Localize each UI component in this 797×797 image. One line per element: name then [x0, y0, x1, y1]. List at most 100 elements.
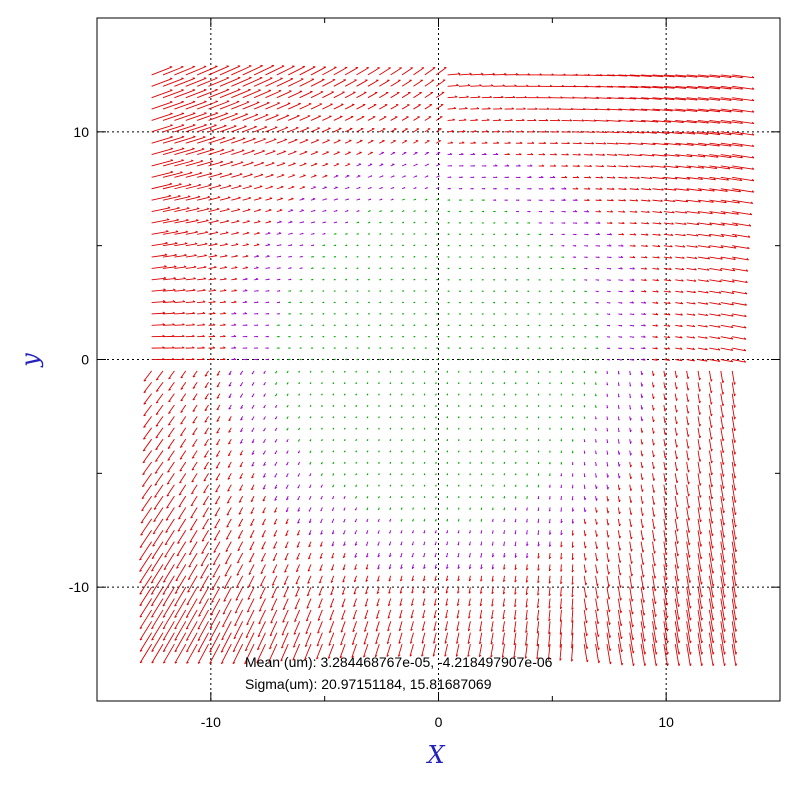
vector-arrow — [514, 609, 517, 620]
vector-arrow — [560, 473, 562, 477]
vector-arrow — [640, 439, 644, 445]
vector-arrow — [503, 507, 505, 511]
vector-arrow — [390, 244, 393, 247]
vector-arrow — [139, 632, 153, 652]
vector-arrow — [571, 575, 574, 585]
vector-arrow — [333, 324, 336, 326]
vector-arrow — [595, 347, 599, 350]
vector-arrow — [503, 484, 505, 487]
sigma-label: Sigma(um): — [245, 676, 317, 692]
vector-arrow — [379, 151, 385, 156]
vector-arrow — [732, 279, 748, 283]
vector-arrow — [595, 507, 598, 513]
vector-arrow — [470, 118, 478, 121]
vector-arrow — [436, 347, 439, 349]
vector-arrow — [143, 381, 152, 394]
vector-arrow — [424, 221, 427, 224]
vector-arrow — [174, 609, 187, 630]
vector-arrow — [731, 461, 737, 479]
vector-arrow — [503, 564, 506, 570]
vector-arrow — [219, 242, 228, 247]
vector-arrow — [239, 382, 244, 387]
vector-arrow — [333, 103, 344, 110]
vector-arrow — [436, 358, 439, 361]
vector-arrow — [298, 427, 301, 431]
vector-arrow — [548, 507, 551, 512]
vector-arrow — [663, 290, 671, 293]
vector-arrow — [458, 313, 461, 315]
vector-arrow — [629, 598, 634, 615]
vector-arrow — [288, 358, 291, 361]
vector-arrow — [618, 255, 624, 259]
vector-arrow — [203, 473, 209, 482]
vector-arrow — [663, 598, 669, 619]
vector-arrow — [731, 609, 738, 632]
vector-arrow — [515, 290, 518, 292]
vector-arrow — [151, 288, 166, 292]
vector-arrow — [309, 404, 312, 407]
vector-arrow — [514, 393, 517, 396]
vector-arrow — [675, 267, 685, 271]
vector-arrow — [276, 114, 290, 121]
vector-arrow — [253, 220, 261, 224]
vector-arrow — [162, 643, 175, 664]
vector-arrow — [231, 76, 252, 87]
vector-arrow — [447, 358, 450, 361]
vector-arrow — [731, 621, 738, 644]
vector-arrow — [549, 484, 551, 488]
vector-arrow — [686, 518, 691, 533]
vector-arrow — [641, 221, 650, 225]
vector-arrow — [208, 160, 223, 167]
vector-arrow — [162, 242, 178, 247]
vector-arrow — [333, 115, 343, 121]
vector-arrow — [288, 267, 292, 269]
vector-arrow — [663, 211, 675, 214]
vector-arrow — [286, 393, 289, 396]
vector-arrow — [436, 244, 439, 247]
vector-arrow — [174, 207, 190, 212]
vector-arrow — [436, 256, 439, 258]
vector-arrow — [413, 244, 416, 247]
vector-arrow — [606, 609, 611, 626]
vector-arrow — [549, 450, 551, 453]
vector-arrow — [168, 393, 175, 403]
vector-arrow — [242, 76, 263, 87]
vector-arrow — [331, 552, 335, 559]
vector-arrow — [355, 450, 357, 453]
vector-arrow — [390, 151, 396, 156]
vector-arrow — [411, 575, 415, 582]
vector-arrow — [191, 450, 198, 459]
vector-arrow — [423, 439, 426, 442]
vector-arrow — [606, 621, 612, 638]
vector-arrow — [457, 404, 460, 407]
vector-arrow — [641, 312, 646, 316]
vector-arrow — [331, 518, 335, 523]
vector-arrow — [276, 197, 283, 201]
vector-arrow — [231, 289, 237, 292]
vector-arrow — [276, 77, 294, 87]
vector-arrow — [231, 208, 241, 212]
vector-arrow — [446, 416, 449, 419]
vector-arrow — [379, 358, 382, 361]
vector-arrow — [299, 78, 315, 87]
vector-arrow — [333, 174, 339, 178]
vector-arrow — [413, 267, 416, 269]
vector-arrow — [167, 450, 175, 461]
vector-arrow — [606, 153, 618, 156]
vector-arrow — [237, 552, 244, 564]
vector-arrow — [674, 484, 679, 496]
vector-arrow — [174, 147, 195, 156]
vector-arrow — [400, 541, 403, 546]
vector-arrow — [491, 530, 494, 534]
vector-arrow — [413, 358, 416, 361]
vector-arrow — [212, 552, 221, 566]
vector-arrow — [686, 484, 690, 497]
vector-arrow — [333, 301, 336, 304]
vector-arrow — [538, 336, 541, 338]
vector-arrow — [697, 211, 713, 215]
vector-arrow — [606, 461, 609, 467]
vector-arrow — [308, 530, 312, 536]
vector-arrow — [640, 484, 644, 492]
vector-arrow — [526, 439, 528, 442]
vector-arrow — [376, 609, 380, 619]
